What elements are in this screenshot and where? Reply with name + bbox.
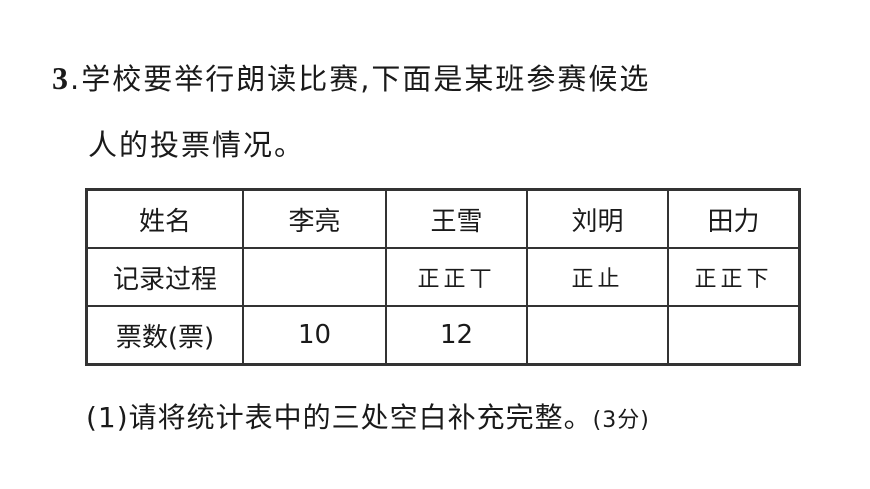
header-cell: 田力	[667, 188, 801, 249]
table-cell	[667, 305, 801, 366]
table-cell: 正正丅	[385, 247, 528, 307]
question-line-1: 3.学校要举行朗读比赛,下面是某班参赛候选	[52, 56, 650, 98]
subquestion-text: (1)请将统计表中的三处空白补充完整。	[86, 401, 593, 434]
table-cell	[242, 247, 387, 307]
table-cell: 正正下	[667, 247, 801, 307]
row-label: 记录过程	[85, 247, 244, 307]
table-cell: 10	[242, 305, 387, 366]
question-number: 3	[52, 60, 70, 96]
table-cell	[526, 305, 669, 366]
question-text: .学校要举行朗读比赛,下面是某班参赛候选	[70, 62, 651, 96]
subquestion-points: (3分)	[592, 408, 650, 433]
header-cell: 王雪	[385, 188, 528, 249]
header-cell: 刘明	[526, 188, 669, 249]
question-line-2: 人的投票情况。	[88, 128, 306, 162]
table-header-row: 姓名 李亮 王雪 刘明 田力	[85, 188, 801, 249]
subquestion: (1)请将统计表中的三处空白补充完整。(3分)	[86, 396, 650, 436]
table-row: 票数(票) 10 12	[85, 305, 801, 366]
table-cell: 正止	[526, 247, 669, 307]
table-row: 记录过程 正正丅 正止 正正下	[85, 247, 801, 307]
vote-table: 姓名 李亮 王雪 刘明 田力 记录过程 正正丅 正止 正正下 票数(票) 10 …	[85, 188, 801, 366]
header-cell: 姓名	[85, 188, 244, 249]
table-cell: 12	[385, 305, 528, 366]
header-cell: 李亮	[242, 188, 387, 249]
row-label: 票数(票)	[85, 305, 244, 366]
